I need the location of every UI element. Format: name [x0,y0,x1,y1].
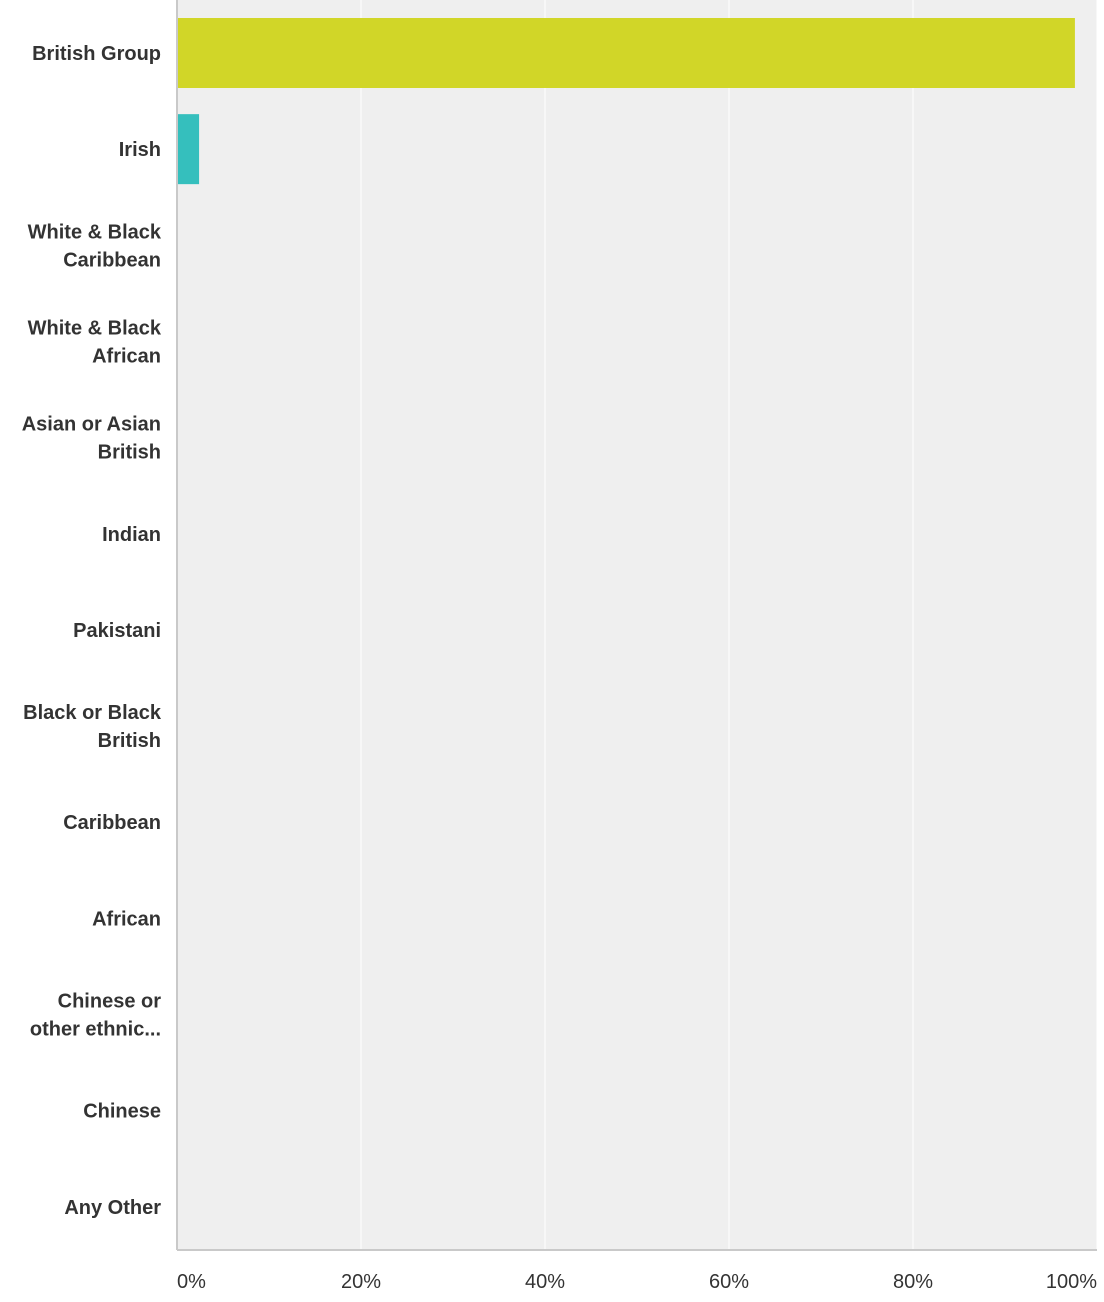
category-label-line: Indian [102,524,161,546]
x-tick-label: 0% [177,1271,206,1293]
bar [177,18,1075,88]
category-label: Any Other [64,1197,161,1219]
x-tick-label: 20% [341,1271,381,1293]
category-label-line: Any Other [64,1197,161,1219]
category-label: Asian or Asian British [22,414,161,464]
category-label-line: other ethnic... [30,1019,161,1041]
category-label-line: African [92,345,161,367]
x-tick-labels: 0% 20% 40% 60% 80% 100% [177,1271,1097,1293]
category-label-line: Caribbean [63,249,161,271]
category-label-line: Chinese or [58,991,162,1013]
category-label-line: Caribbean [63,812,161,834]
x-tick-label: 80% [893,1271,933,1293]
x-tick-label: 100% [1046,1271,1097,1293]
category-label: British Group [32,43,161,65]
category-label-line: Asian or Asian [22,414,161,436]
category-label: White & Black Caribbean [28,221,162,271]
plot-background [177,0,1097,1250]
category-label-line: White & Black [28,221,162,243]
category-label-line: Black or Black [23,702,162,724]
category-label: Caribbean [63,812,161,834]
category-label-line: British [98,730,161,752]
category-label-line: Irish [119,139,161,161]
category-label: Black or Black British [23,702,162,752]
category-labels: British Group Irish White & Black Caribbean… [22,43,162,1219]
category-label-line: African [92,908,161,930]
category-label-line: White & Black [28,317,162,339]
grid-lines [360,0,1098,1250]
x-tick-label: 40% [525,1271,565,1293]
category-label: Chinese [83,1101,161,1123]
category-label: Pakistani [73,620,161,642]
bar [177,114,200,185]
category-label: Indian [102,524,161,546]
category-label: African [92,908,161,930]
category-label-line: British [98,442,161,464]
category-label-line: Pakistani [73,620,161,642]
category-label: Irish [119,139,161,161]
category-label: White & Black African [28,317,162,367]
category-label: Chinese or other ethnic... [30,991,161,1041]
category-label-line: British Group [32,43,161,65]
bars [177,18,1075,185]
x-tick-label: 60% [709,1271,749,1293]
category-label-line: Chinese [83,1101,161,1123]
